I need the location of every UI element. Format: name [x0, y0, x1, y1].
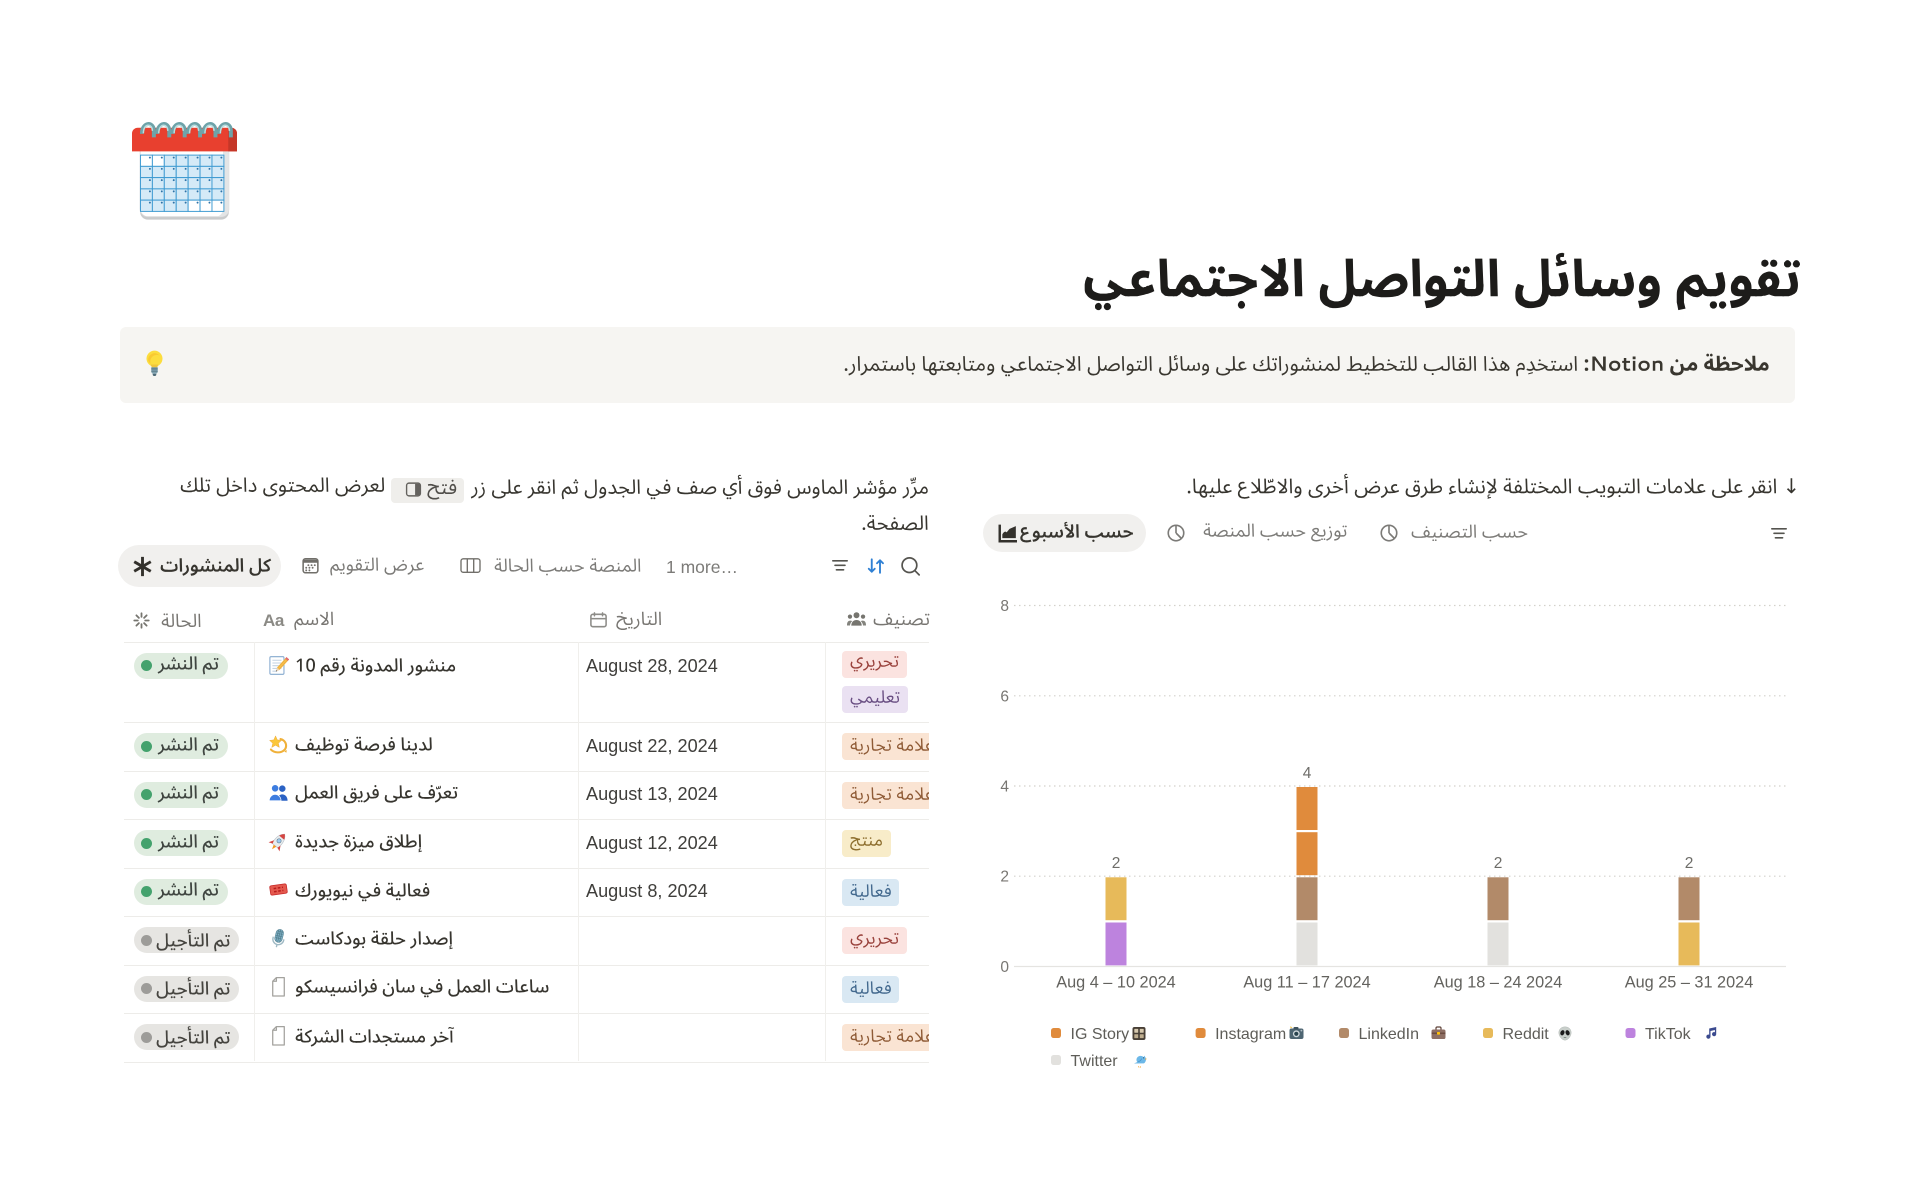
svg-text:Aug 11 – 17 2024: Aug 11 – 17 2024 — [1243, 974, 1370, 992]
svg-text:Reddit: Reddit — [1503, 1026, 1550, 1043]
svg-text:4: 4 — [1303, 765, 1312, 782]
svg-text:2: 2 — [1494, 855, 1503, 872]
svg-text:Instagram: Instagram — [1215, 1026, 1286, 1043]
svg-text:Aug 25 – 31 2024: Aug 25 – 31 2024 — [1625, 974, 1754, 992]
svg-text:6: 6 — [1000, 688, 1009, 705]
svg-text:8: 8 — [1000, 598, 1009, 615]
svg-text:0: 0 — [1000, 959, 1009, 976]
svg-text:IG Story: IG Story — [1071, 1026, 1130, 1043]
svg-text:Twitter: Twitter — [1071, 1053, 1119, 1070]
svg-text:4: 4 — [1000, 779, 1009, 796]
svg-text:LinkedIn: LinkedIn — [1359, 1026, 1420, 1043]
svg-text:2: 2 — [1112, 855, 1121, 872]
svg-text:2: 2 — [1685, 855, 1694, 872]
svg-text:2: 2 — [1000, 869, 1009, 886]
svg-text:TikTok: TikTok — [1645, 1026, 1692, 1043]
svg-text:Aug 4 – 10 2024: Aug 4 – 10 2024 — [1056, 974, 1176, 992]
svg-text:Aug 18 – 24 2024: Aug 18 – 24 2024 — [1434, 974, 1563, 992]
